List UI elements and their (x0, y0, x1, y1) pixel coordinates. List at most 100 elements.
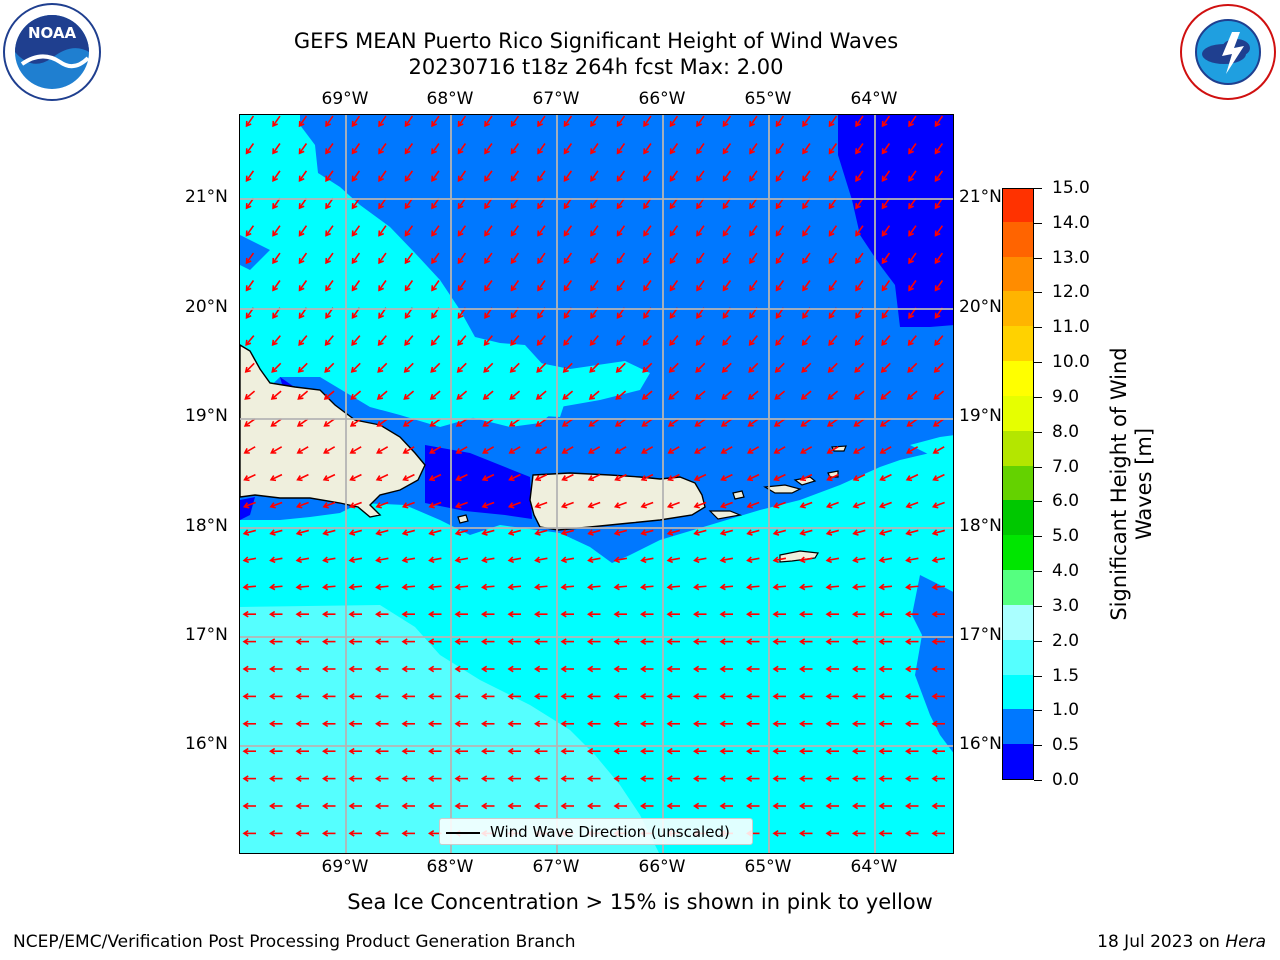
wind-arrow-head (456, 366, 463, 373)
wind-arrow-head (242, 638, 249, 645)
wind-arrow (696, 115, 705, 127)
wind-arrow-head (322, 775, 329, 782)
wind-arrow-head (855, 312, 861, 319)
wind-arrow-head (667, 420, 675, 427)
wind-arrow (296, 585, 310, 589)
wind-arrow-head (669, 312, 676, 319)
wind-arrow (404, 115, 414, 127)
wind-arrow-head (454, 529, 462, 536)
wind-arrow (270, 585, 283, 589)
wind-arrow-head (428, 693, 435, 700)
wind-arrow-head (510, 257, 517, 265)
wind-arrow (933, 390, 945, 400)
wind-arrow-head (643, 285, 649, 292)
wind-arrow (749, 115, 758, 127)
wind-arrow (749, 225, 758, 236)
wind-arrow-head (295, 638, 302, 645)
wind-arrow (855, 115, 864, 127)
wind-arrow-head (772, 830, 779, 837)
wind-arrow-head (401, 638, 408, 645)
wind-arrow-head (560, 529, 568, 536)
wind-arrow (589, 390, 600, 400)
wind-arrow (323, 473, 336, 481)
wind-arrow (800, 501, 813, 508)
wind-arrow (351, 252, 361, 264)
wind-arrow (696, 197, 705, 209)
wind-arrow-head (431, 120, 437, 128)
wind-arrow-head (510, 312, 517, 319)
wind-arrow (775, 115, 785, 127)
wave-height-map (239, 114, 954, 854)
wind-arrow (325, 197, 334, 209)
wind-arrow (590, 170, 599, 182)
wind-arrow (272, 197, 281, 209)
wind-arrow-head (588, 448, 595, 454)
wind-arrow-head (378, 285, 384, 292)
wind-arrow (826, 557, 840, 562)
wind-arrow (376, 585, 389, 589)
wind-arrow (827, 501, 839, 508)
wind-arrow (349, 585, 363, 589)
wind-arrow-head (348, 693, 355, 700)
wind-arrow-head (563, 203, 570, 210)
wind-arrow-head (484, 203, 490, 210)
wind-arrow (270, 529, 283, 535)
wind-arrow (907, 362, 918, 373)
wind-arrow (827, 390, 839, 400)
wind-arrow-head (428, 802, 435, 810)
wind-arrow (855, 225, 864, 236)
wind-arrow (429, 585, 442, 589)
wind-arrow (537, 143, 546, 154)
wind-arrow-head (484, 312, 490, 319)
wind-arrow-head (828, 203, 835, 210)
wind-arrow (800, 585, 813, 589)
wind-arrow-head (507, 665, 514, 673)
wind-arrow-head (666, 529, 674, 536)
wind-arrow (297, 529, 309, 535)
wind-arrow-head (696, 312, 702, 319)
wind-arrow (272, 115, 281, 127)
wind-arrow-head (828, 257, 835, 265)
wind-arrow-head (852, 556, 859, 564)
wind-arrow (403, 446, 415, 454)
wind-arrow-head (377, 366, 384, 373)
wind-arrow-head (881, 285, 888, 292)
wind-arrow (855, 143, 864, 154)
wind-arrow (508, 557, 522, 562)
colorbar-tick-label: 5.0 (1052, 526, 1080, 547)
wind-arrow-head (484, 285, 490, 292)
wind-arrow (457, 197, 467, 209)
wind-arrow (774, 390, 786, 400)
wind-arrow-head (378, 148, 384, 155)
wind-arrow-head (245, 339, 252, 346)
wind-arrow-head (322, 502, 329, 509)
wind-arrow (270, 501, 283, 508)
wind-arrow-head (455, 420, 463, 427)
wind-arrow (270, 473, 283, 481)
sea-ice-note: Sea Ice Concentration > 15% is shown in … (347, 890, 933, 914)
wind-arrow (802, 252, 811, 264)
wind-arrow (509, 501, 521, 508)
wind-arrow (589, 418, 600, 427)
wind-arrow-head (878, 802, 885, 810)
wind-arrow (404, 252, 414, 264)
wind-arrow-head (693, 529, 700, 536)
wind-arrow-head (749, 175, 755, 182)
wind-arrow-head (696, 230, 702, 237)
wind-arrow (510, 362, 520, 373)
wind-arrow-head (401, 665, 408, 673)
wind-arrow-head (852, 802, 859, 810)
wind-arrow-head (908, 312, 914, 319)
colorbar (1002, 188, 1034, 780)
wind-arrow-head (537, 230, 543, 237)
wind-arrow-head (563, 257, 570, 265)
lat-label-right-3: 19°N (959, 406, 1002, 426)
wind-arrow-head (852, 529, 859, 536)
wind-arrow (298, 362, 308, 373)
wind-arrow-head (507, 693, 514, 700)
wind-arrow-head (905, 775, 912, 782)
wind-arrow-head (746, 502, 753, 509)
wind-arrow-head (878, 583, 885, 591)
wind-arrow-head (746, 665, 753, 673)
wind-arrow (616, 197, 626, 209)
